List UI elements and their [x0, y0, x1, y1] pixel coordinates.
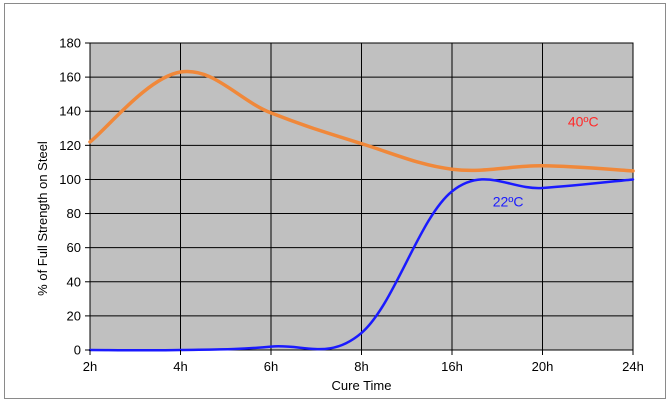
- y-tick-label: 100: [59, 172, 81, 187]
- x-axis-label: Cure Time: [332, 378, 392, 393]
- y-tick-label: 120: [59, 138, 81, 153]
- y-tick-label: 180: [59, 36, 81, 51]
- grid-lines: [89, 42, 634, 351]
- series-layer: [88, 69, 635, 352]
- series-label: 22ºC: [493, 194, 524, 210]
- y-axis-label: % of Full Strength on Steel: [35, 141, 50, 296]
- series-line: [88, 178, 635, 352]
- y-tick-label: 40: [67, 274, 81, 289]
- x-tick-label: 2h: [83, 359, 97, 374]
- y-tick-label: 160: [59, 70, 81, 85]
- x-tick-label: 20h: [532, 359, 554, 374]
- series-labels: 40ºC 22ºC: [493, 114, 599, 210]
- x-tick-label: 4h: [173, 359, 187, 374]
- x-tick-label: 16h: [441, 359, 463, 374]
- y-tick-label: 140: [59, 104, 81, 119]
- x-axis-ticks: 2h 4h 6h 8h 16h 20h 24h: [83, 350, 644, 374]
- series-label: 40ºC: [568, 114, 599, 130]
- x-tick-label: 8h: [354, 359, 368, 374]
- x-tick-label: 24h: [622, 359, 644, 374]
- y-tick-label: 80: [67, 206, 81, 221]
- y-tick-label: 0: [74, 343, 81, 358]
- series-line: [88, 69, 635, 173]
- x-tick-label: 6h: [264, 359, 278, 374]
- y-axis-ticks: 0 20 40 60 80 100 120 140 160 180: [59, 36, 90, 358]
- y-tick-label: 20: [67, 308, 81, 323]
- y-tick-label: 60: [67, 240, 81, 255]
